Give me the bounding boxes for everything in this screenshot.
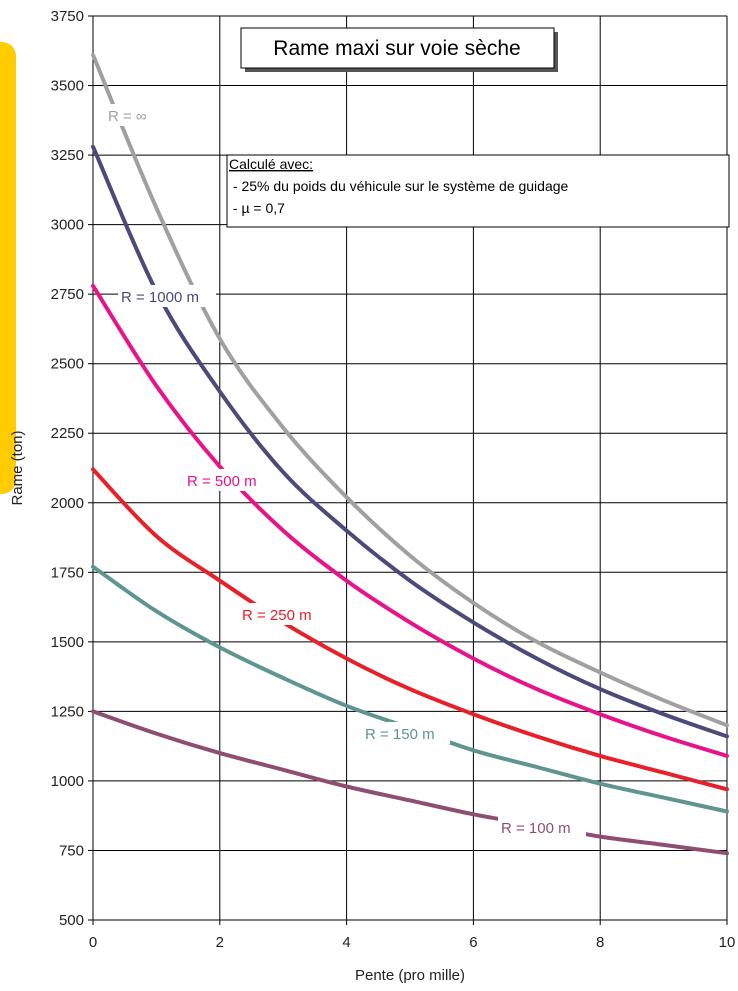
x-tick-label: 8: [596, 934, 604, 951]
y-tick-label: 3500: [51, 78, 84, 95]
y-tick-label: 1500: [51, 634, 84, 651]
series-label-r-100: R = 100 m: [501, 820, 571, 837]
annotation-line-1: - 25% du poids du véhicule sur le systèm…: [229, 178, 569, 194]
annotation-heading: Calculé avec:: [229, 156, 313, 172]
x-tick-label: 0: [89, 934, 97, 951]
y-tick-label: 2750: [51, 286, 84, 303]
y-tick-label: 3000: [51, 217, 84, 234]
y-tick-label: 2000: [51, 495, 84, 512]
series-label-r-500: R = 500 m: [187, 473, 257, 490]
y-tick-label: 1750: [51, 564, 84, 581]
series-line-1: [91, 144, 729, 739]
series-label-r-250: R = 250 m: [242, 607, 312, 624]
series-line-2: [91, 283, 729, 758]
x-tick-label: 6: [469, 934, 477, 951]
x-axis-label: Pente (pro mille): [355, 967, 465, 984]
series-label-r-inf: R = ∞: [108, 108, 147, 125]
plot-area: [92, 15, 728, 921]
annotation-box: Calculé avec: - 25% du poids du véhicule…: [226, 154, 730, 228]
y-tick-label: 3750: [51, 8, 84, 25]
y-tick-label: 750: [59, 842, 84, 859]
chart-title-box: Rame maxi sur voie sèche: [240, 27, 558, 72]
series-label-r-1000: R = 1000 m: [121, 289, 199, 306]
y-tick-label: 2500: [51, 356, 84, 373]
y-tick-label: 1000: [51, 773, 84, 790]
x-tick-labels: 0 2 4 6 8 10: [89, 934, 736, 951]
series-label-r-150: R = 150 m: [365, 726, 435, 743]
series-line-0: [91, 52, 729, 728]
annotation-line-2: - µ = 0,7: [229, 200, 285, 216]
y-tick-label: 3250: [51, 147, 84, 164]
y-tick-label: 500: [59, 912, 84, 929]
chart-title: Rame maxi sur voie sèche: [273, 37, 520, 60]
series-line-5: [91, 709, 729, 856]
y-tick-label: 2250: [51, 425, 84, 442]
y-tick-labels: 500 750 1000 1250 1500 1750 2000 2250 2500 2750 30…: [51, 8, 84, 929]
side-tab-decoration: [0, 42, 16, 494]
series-labels: R = ∞ R = 1000 m R = 500 m R = 250 m R =…: [105, 104, 586, 838]
x-tick-label: 4: [342, 934, 350, 951]
series-lines: [91, 52, 729, 856]
x-tick-label: 10: [719, 934, 736, 951]
y-axis-label: Rame (ton): [9, 430, 26, 505]
x-tick-label: 2: [216, 934, 224, 951]
series-line-3: [91, 467, 729, 792]
y-tick-label: 1250: [51, 703, 84, 720]
